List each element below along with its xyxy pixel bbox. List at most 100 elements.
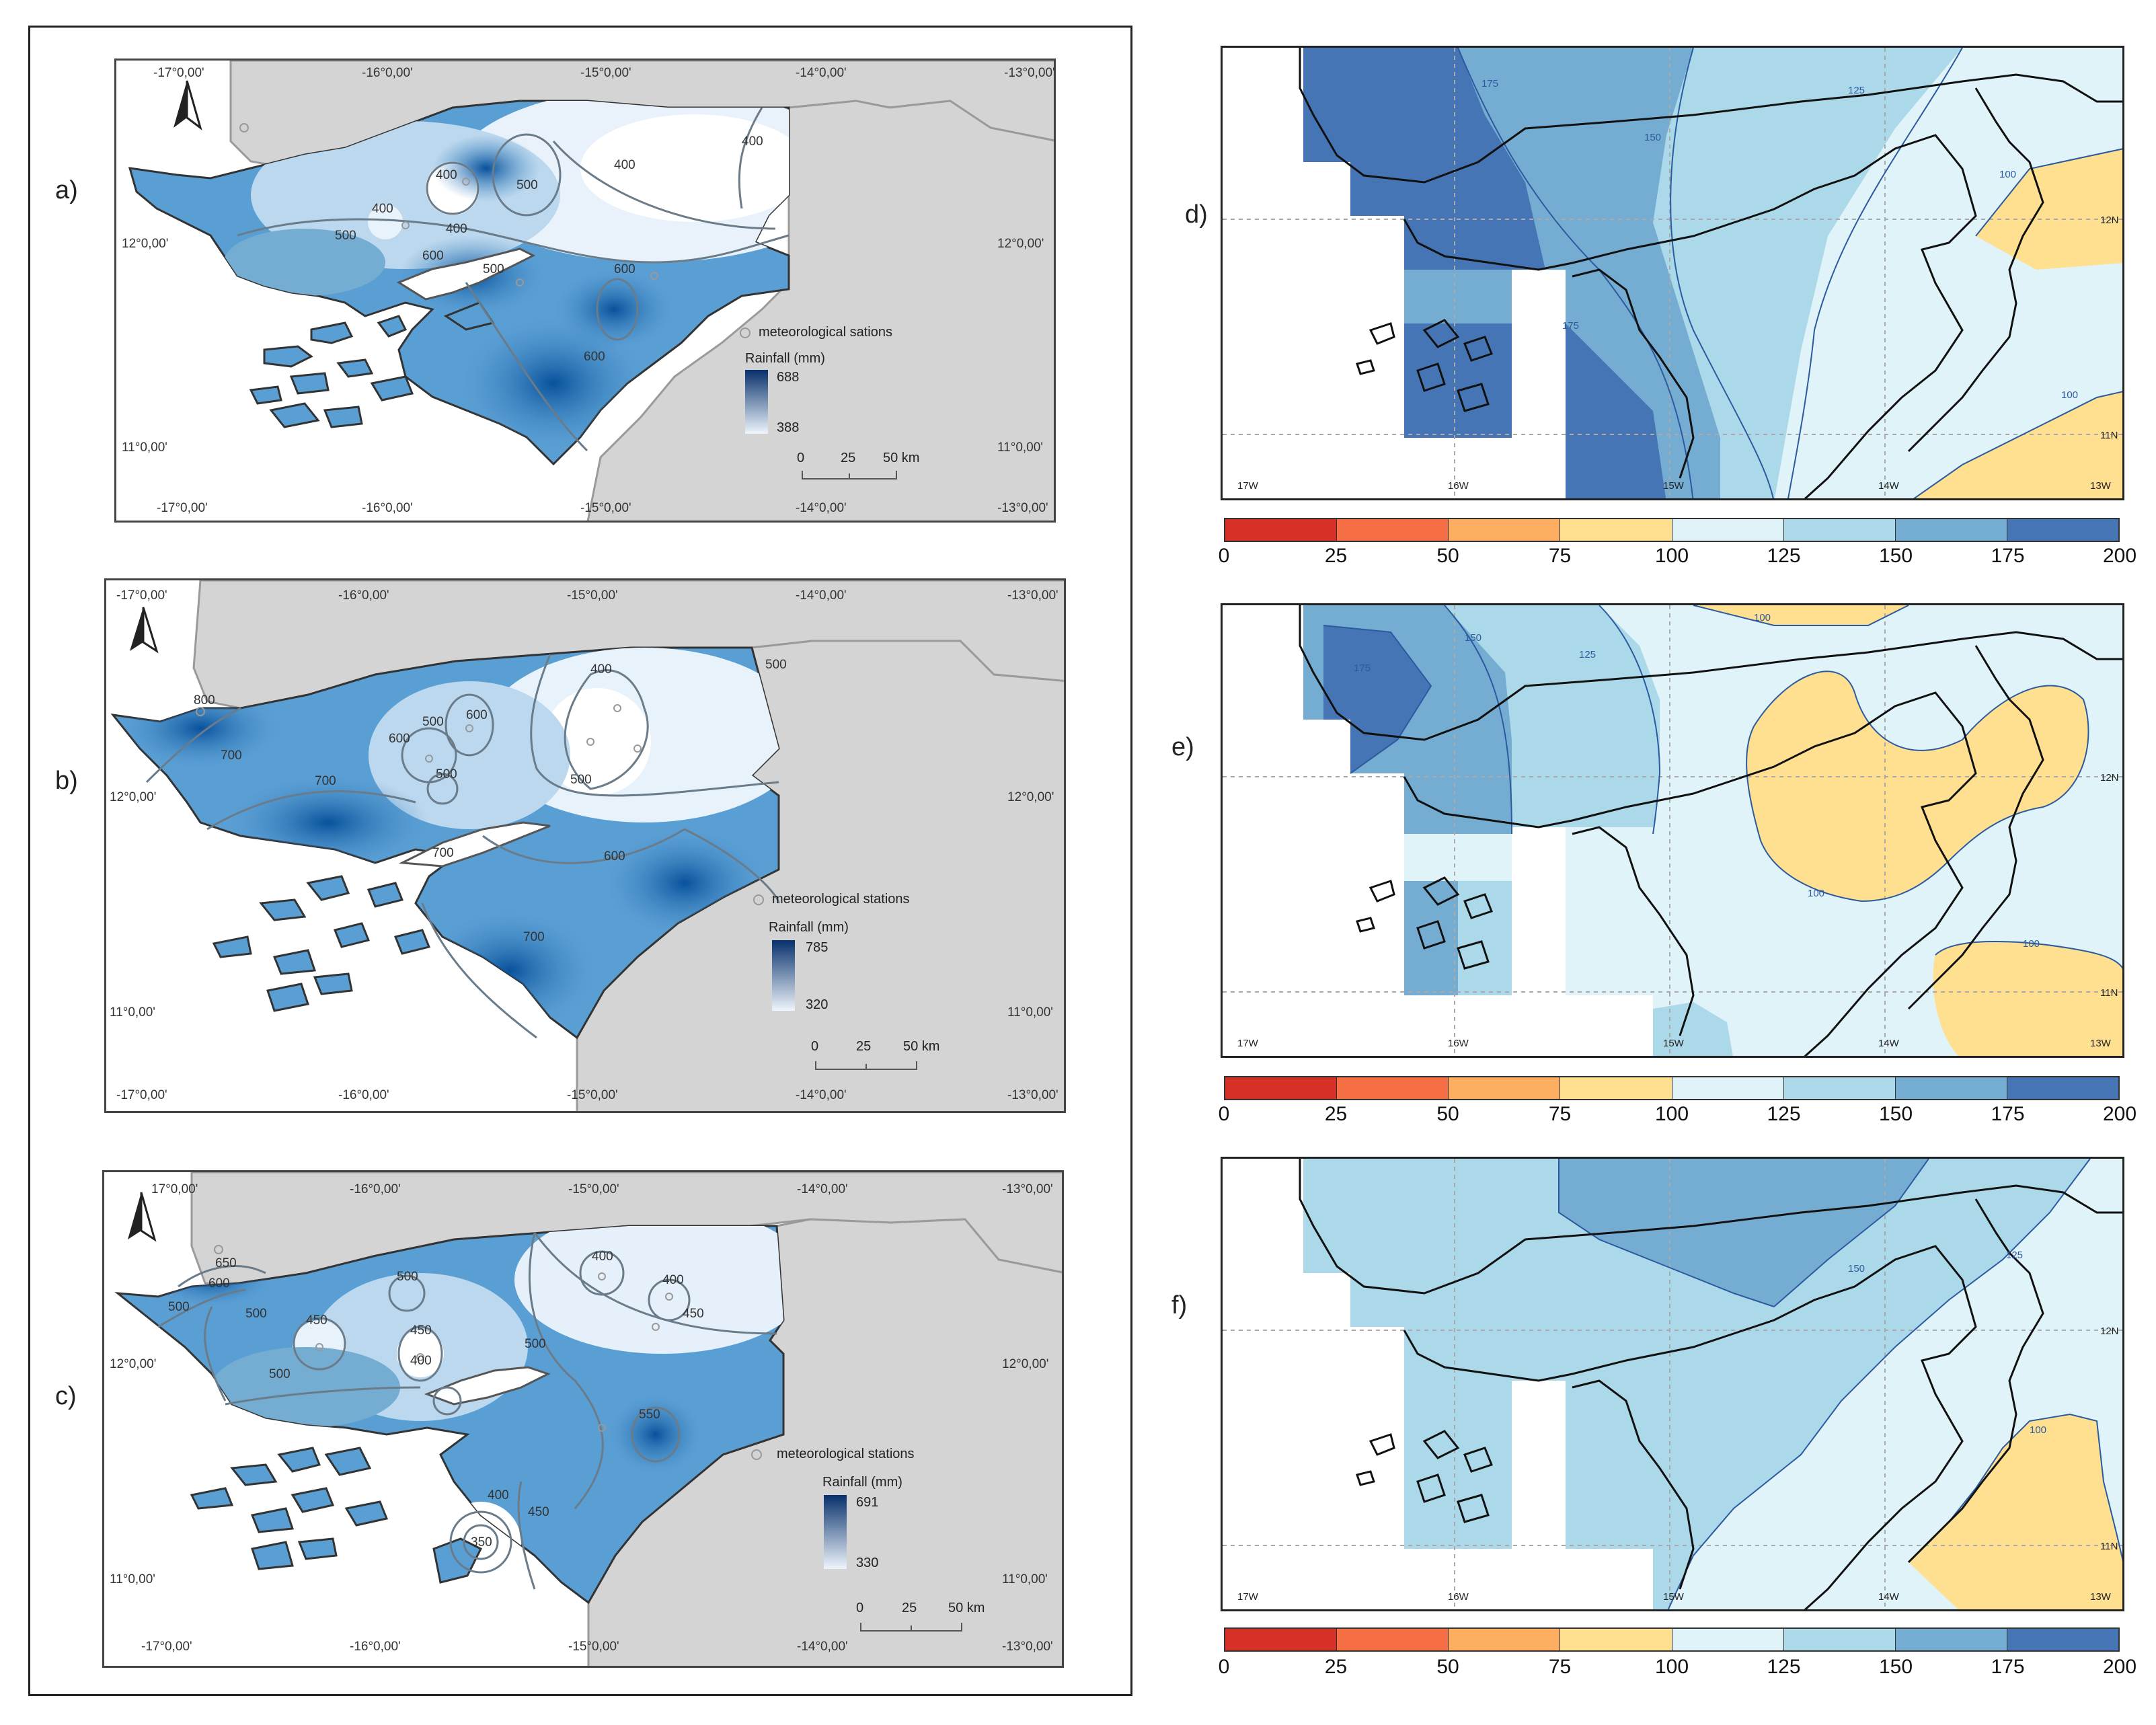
station-legend-icon [740, 328, 750, 338]
map-a-scale-50: 50 km [883, 451, 920, 465]
north-arrow-icon [174, 81, 187, 128]
anomaly-map-d: 17W 16W 15W 14W 13W 12N 11N 175 150 125 … [1221, 46, 2124, 500]
map-b-legend-max: 785 [806, 940, 829, 955]
map-c-contour-label: 350 [471, 1535, 492, 1549]
map-e-lon-tick: 17W [1237, 1038, 1258, 1049]
map-b-bottom-tick-3: -15°0,00' [567, 1088, 618, 1102]
map-c-contour-label: 400 [488, 1488, 509, 1502]
map-b-contour-label: 500 [765, 658, 787, 672]
map-c-stations-label: meteorological stations [777, 1447, 915, 1461]
map-b-top-tick-2: -16°0,00' [338, 588, 389, 603]
map-c-top-tick-2: -16°0,00' [350, 1182, 401, 1196]
station-legend-icon [753, 894, 764, 905]
map-c-bottom-tick-1: -17°0,00' [141, 1640, 192, 1654]
map-a-top-tick-5: -13°0,00' [1004, 66, 1055, 80]
map-e-contour-label: 125 [1579, 649, 1596, 660]
map-b-scale-25: 25 [856, 1039, 872, 1054]
map-a-top-tick-4: -14°0,00' [796, 66, 847, 80]
map-c-contour-label: 500 [525, 1337, 546, 1351]
map-f-lon-tick: 13W [2090, 1591, 2111, 1603]
colorbar-segment [1225, 1629, 1338, 1650]
map-d-contour-label: 175 [1562, 320, 1580, 332]
map-c-contour-label: 450 [410, 1324, 432, 1338]
colorbar-segment [1560, 1629, 1672, 1650]
map-e-lon-tick: 14W [1878, 1038, 1899, 1049]
map-c-contour-label: 450 [528, 1505, 549, 1519]
map-b-bottom-tick-2: -16°0,00' [338, 1088, 389, 1102]
map-a-bottom-tick-3: -15°0,00' [580, 501, 631, 515]
colorbar-segment [2007, 519, 2118, 541]
map-f-lon-tick: 17W [1237, 1591, 1258, 1603]
map-e-contour-label: 100 [2023, 938, 2040, 950]
map-d-lon-tick: 14W [1878, 480, 1899, 492]
map-a-top-tick-1: -17°0,00' [153, 66, 204, 80]
map-b-contour-label: 500 [570, 773, 592, 787]
map-c-contour-label: 400 [410, 1354, 432, 1368]
colorbar-e [1224, 1076, 2120, 1100]
map-c-lat-tick-right-12: 12°0,00' [1002, 1357, 1049, 1371]
map-b-contour-label: 600 [466, 708, 488, 722]
map-c-bottom-tick-4: -14°0,00' [797, 1640, 848, 1654]
colorbar-tick-label: 75 [1548, 1103, 1572, 1125]
map-b-contour-label: 700 [315, 774, 336, 788]
map-b-contour-label: 700 [523, 930, 545, 944]
colorbar-d [1224, 518, 2120, 542]
map-e-contour-label: 150 [1465, 632, 1482, 644]
map-a-stations-label: meteorological sations [759, 325, 892, 340]
colorbar-tick-label: 100 [1654, 545, 1689, 567]
colorbar-segment [1225, 519, 1338, 541]
map-a-contour-label: 600 [422, 249, 444, 263]
map-b-contour-label: 500 [422, 715, 444, 729]
colorbar-tick-label: 0 [1218, 1103, 1230, 1125]
map-c-contour-label: 450 [306, 1313, 328, 1328]
map-e-lat-tick: 11N [2100, 987, 2118, 999]
map-b-contour-label: 700 [221, 749, 242, 763]
colorbar-segment [1449, 519, 1561, 541]
map-b-contour-label: 800 [194, 693, 215, 707]
panel-label-a: a) [55, 176, 78, 204]
map-a-contour-label: 500 [483, 262, 504, 276]
map-f-contour-label: 150 [1848, 1263, 1865, 1274]
map-d-contour-label: 100 [2061, 389, 2079, 401]
colorbar-f [1224, 1627, 2120, 1652]
colorbar-tick-label: 175 [1991, 1656, 2025, 1678]
map-e-contour-label: 100 [1808, 888, 1825, 899]
map-f-lon-tick: 14W [1878, 1591, 1899, 1603]
colorbar-tick-label: 75 [1548, 545, 1572, 567]
map-a-contour-label: 400 [742, 135, 763, 149]
colorbar-tick-label: 75 [1548, 1656, 1572, 1678]
map-a-bottom-tick-1: -17°0,00' [157, 501, 208, 515]
map-d-lon-tick: 15W [1663, 480, 1684, 492]
map-c-contour-label: 450 [683, 1307, 704, 1321]
colorbar-tick-label: 125 [1767, 1103, 1801, 1125]
map-b-bottom-tick-1: -17°0,00' [116, 1088, 167, 1102]
colorbar-tick-label: 200 [2102, 1656, 2137, 1678]
colorbar-segment [1672, 1629, 1784, 1650]
map-a-contour-label: 500 [335, 229, 356, 243]
map-d-contour-label: 125 [1848, 85, 1865, 96]
map-a-contour-label: 400 [614, 158, 636, 172]
map-c-scale-25: 25 [902, 1601, 917, 1615]
map-b-top-tick-5: -13°0,00' [1007, 588, 1058, 603]
map-f-lat-tick: 12N [2100, 1326, 2119, 1337]
map-b-legend-min: 320 [806, 997, 829, 1012]
map-a-bottom-tick-4: -14°0,00' [796, 501, 847, 515]
colorbar-segment [1449, 1077, 1561, 1099]
rainfall-map-b: -17°0,00' -16°0,00' -15°0,00' -14°0,00' … [104, 578, 1066, 1113]
map-f-contour-label: 125 [2006, 1250, 2024, 1261]
map-a-legend-title: Rainfall (mm) [745, 351, 825, 366]
map-c-contour-label: 400 [592, 1250, 613, 1264]
map-b-contour-label: 400 [590, 662, 612, 677]
colorbar-tick-label: 175 [1991, 545, 2025, 567]
colorbar-segment [2007, 1629, 2118, 1650]
colorbar-segment [1783, 1629, 1896, 1650]
colorbar-e-ticks: 0 25 50 75 100 125 150 175 200 [1219, 1103, 2136, 1130]
map-a-contour-label: 600 [584, 350, 605, 364]
colorbar-segment [1895, 1077, 2007, 1099]
colorbar-tick-label: 200 [2102, 1103, 2137, 1125]
colorbar-tick-label: 50 [1436, 1103, 1459, 1125]
colorbar-segment [1783, 519, 1896, 541]
map-a-contour-label: 400 [446, 222, 467, 236]
map-e-contour-label: 175 [1354, 662, 1371, 674]
colorbar-tick-label: 50 [1436, 1656, 1459, 1678]
